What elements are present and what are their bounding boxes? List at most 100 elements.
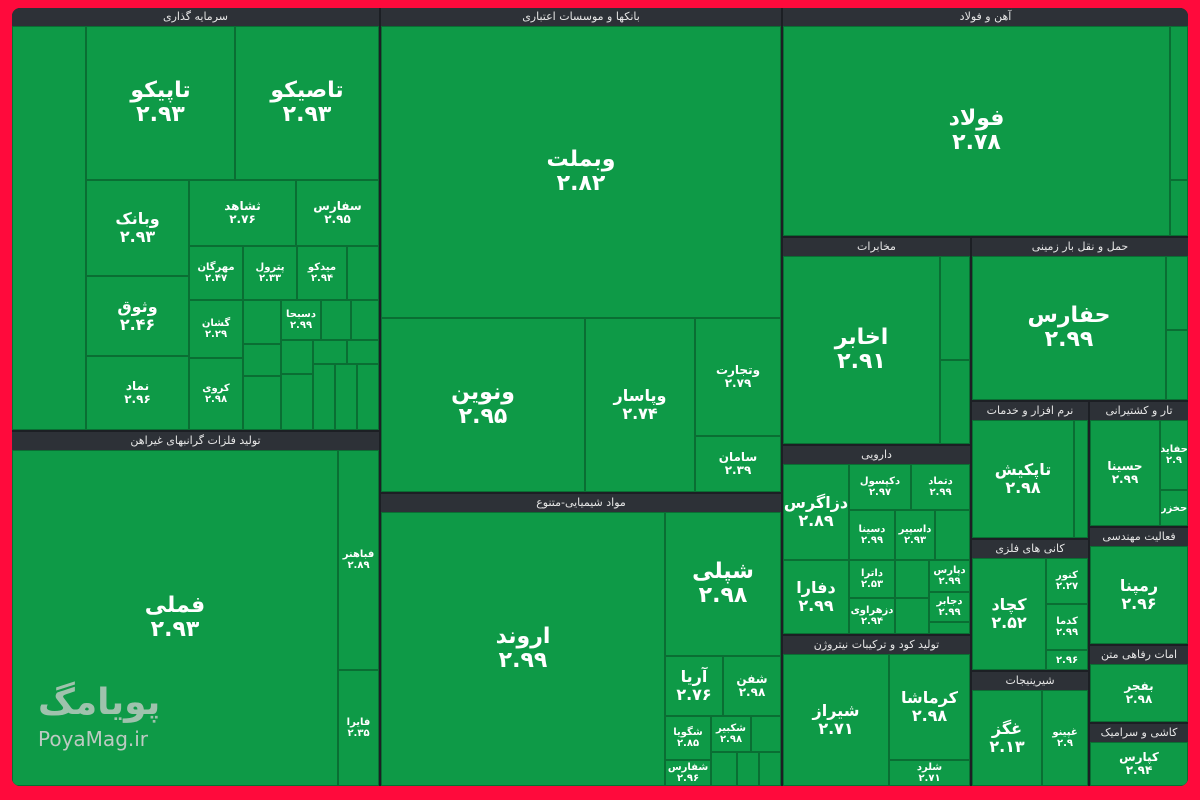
tile-blank[interactable] <box>321 300 351 340</box>
tile-dtara[interactable]: داترا ۲.۵۳ <box>849 560 895 598</box>
tile-arvand[interactable]: اروند ۲.۹۹ <box>381 512 665 786</box>
tile-drr[interactable]: دجابر ۲.۹۹ <box>929 592 970 622</box>
tile-taptkish[interactable]: تاپکیش ۲.۹۸ <box>972 420 1074 538</box>
tile-petrol[interactable]: پترول ۲.۳۳ <box>243 246 297 300</box>
tile-vabank[interactable]: وبانک ۲.۹۳ <box>86 180 189 276</box>
tile-dkapsol[interactable]: دکپسول ۲.۹۷ <box>849 464 911 510</box>
tile-shiraz[interactable]: شیراز ۲.۷۱ <box>783 654 889 786</box>
tile-blank[interactable] <box>1074 420 1088 538</box>
tile-vatejarat[interactable]: وتجارت ۲.۷۹ <box>695 318 781 436</box>
tile-value: ۲.۹۳ <box>150 617 200 642</box>
tile-name: داسپیر <box>898 524 932 535</box>
tile-kepars[interactable]: کپارس ۲.۹۴ <box>1090 742 1188 786</box>
tile-arya[interactable]: آریا ۲.۷۶ <box>665 656 723 716</box>
tile-blank[interactable] <box>347 246 379 300</box>
tile-blank[interactable] <box>281 374 313 430</box>
tile-blank[interactable] <box>313 364 335 430</box>
tile-shafars[interactable]: شفارس ۲.۹۶ <box>665 760 711 786</box>
tile-shegoya[interactable]: شگویا ۲.۸۵ <box>665 716 711 760</box>
tile-blank[interactable] <box>737 752 759 786</box>
tile-dezagros[interactable]: دزاگرس ۲.۸۹ <box>783 464 849 560</box>
tile-famali[interactable]: فملی ۲.۹۳ <box>12 450 338 786</box>
tile-gashan[interactable]: گشان ۲.۲۹ <box>189 300 243 358</box>
tile-name: اروند <box>495 623 551 649</box>
tile-blank[interactable] <box>895 598 929 634</box>
tile-shepli[interactable]: شپلی ۲.۹۸ <box>665 512 781 656</box>
tile-hafaid[interactable]: حفاید ۲.۹ <box>1160 420 1188 490</box>
tile-shelard[interactable]: شلرد ۲.۷۱ <box>889 760 970 786</box>
tile-kedma[interactable]: کدما ۲.۹۹ <box>1046 604 1088 650</box>
tile-blank[interactable] <box>1170 180 1188 236</box>
tile-name: شپلی <box>692 558 754 584</box>
tile-blank[interactable] <box>351 300 379 340</box>
tile-name: حفارس <box>1027 302 1111 328</box>
tile-saman[interactable]: سامان ۲.۳۹ <box>695 436 781 492</box>
tile-dasbha[interactable]: دسبحا ۲.۹۹ <box>281 300 321 340</box>
tile-vothuq[interactable]: وثوق ۲.۴۶ <box>86 276 189 356</box>
tile-vanovin[interactable]: ونوین ۲.۹۵ <box>381 318 585 492</box>
tile-hasina[interactable]: حسینا ۲.۹۹ <box>1090 420 1160 526</box>
tile-foolad[interactable]: فولاد ۲.۷۸ <box>783 26 1170 236</box>
tile-ghegaz[interactable]: غگز ۲.۱۳ <box>972 690 1042 786</box>
tile-blank[interactable] <box>751 716 781 752</box>
tile-kechad[interactable]: کچاد ۲.۵۲ <box>972 558 1046 670</box>
tile-vabmelat[interactable]: وبملت ۲.۸۲ <box>381 26 781 318</box>
tile-karvi[interactable]: کروی ۲.۹۸ <box>189 358 243 430</box>
tile-name: کرماشا <box>901 688 958 708</box>
tile-dzahravi[interactable]: دزهراوی ۲.۹۴ <box>849 598 895 634</box>
tile-tasiko[interactable]: تاصیکو ۲.۹۳ <box>235 26 379 180</box>
tile-mehrgan[interactable]: مهرگان ۲.۴۷ <box>189 246 243 300</box>
tile-blank[interactable] <box>935 510 970 560</box>
tile-blank[interactable] <box>711 752 737 786</box>
tile-value: ۲.۹۸ <box>911 706 948 725</box>
tile-kenor[interactable]: کنور ۲.۲۷ <box>1046 558 1088 604</box>
tile-dafara[interactable]: دفارا ۲.۹۹ <box>783 560 849 634</box>
tile-blank[interactable] <box>1166 330 1188 400</box>
tile-blank[interactable] <box>940 360 970 444</box>
tile-fabahonar[interactable]: فباهنر ۲.۸۹ <box>338 450 379 670</box>
tile-blank[interactable] <box>940 256 970 360</box>
tile-tapiko[interactable]: تاپیکو ۲.۹۳ <box>86 26 235 180</box>
tile-kmt[interactable]: ۲.۹۶ <box>1046 650 1088 670</box>
tile-namad[interactable]: نماد ۲.۹۶ <box>86 356 189 430</box>
tile-rampana[interactable]: رمپنا ۲.۹۶ <box>1090 546 1188 644</box>
tile-vapasar[interactable]: وپاسار ۲.۷۴ <box>585 318 695 492</box>
tile-tshahed[interactable]: ثشاهد ۲.۷۶ <box>189 180 296 246</box>
tile-blank[interactable] <box>243 376 281 430</box>
sector-engineering: فعالیت مهندسی رمپنا ۲.۹۶ <box>1090 528 1188 644</box>
tile-blank[interactable] <box>243 300 281 344</box>
tile-shafan[interactable]: شفن ۲.۹۸ <box>723 656 781 716</box>
tile-dapars[interactable]: دپارس ۲.۹۹ <box>929 560 970 592</box>
tile-hakhazar[interactable]: حخزر <box>1160 490 1188 526</box>
tile-blank[interactable] <box>759 752 781 786</box>
tile-dtamad[interactable]: دتماد ۲.۹۹ <box>911 464 970 510</box>
tile-bafajr[interactable]: بفجر ۲.۹۸ <box>1090 664 1188 722</box>
tile-daspir[interactable]: داسپیر ۲.۹۳ <box>895 510 935 560</box>
tile-blank[interactable] <box>243 344 281 376</box>
tile-midko[interactable]: میدکو ۲.۹۴ <box>297 246 347 300</box>
tile-value: ۲.۸۹ <box>347 560 370 571</box>
tile-blank[interactable] <box>357 364 379 430</box>
tile-blank[interactable] <box>335 364 357 430</box>
tile-blank[interactable] <box>895 560 929 598</box>
tile-shakbir[interactable]: شکبیر ۲.۹۸ <box>711 716 751 752</box>
tile-faira[interactable]: فایرا ۲.۳۵ <box>338 670 379 786</box>
tile-blank[interactable] <box>1170 26 1188 180</box>
tile-name: غپینو <box>1052 727 1078 738</box>
tile-akhaber[interactable]: اخابر ۲.۹۱ <box>783 256 940 444</box>
tile-ghpino[interactable]: غپینو ۲.۹ <box>1042 690 1088 786</box>
tile-kermasha[interactable]: کرماشا ۲.۹۸ <box>889 654 970 760</box>
tile-dsina[interactable]: دسینا ۲.۹۹ <box>849 510 895 560</box>
tile-blank[interactable] <box>347 340 379 364</box>
tile-blank[interactable] <box>929 622 970 634</box>
tile-blank[interactable] <box>12 26 86 430</box>
tile-blank[interactable] <box>1166 256 1188 330</box>
tile-blank[interactable] <box>313 340 347 364</box>
tile-value: ۲.۹۹ <box>860 535 884 546</box>
tile-sefars[interactable]: سفارس ۲.۹۵ <box>296 180 379 246</box>
tile-hafars[interactable]: حفارس ۲.۹۹ <box>972 256 1166 400</box>
tile-blank[interactable] <box>281 340 313 374</box>
sector-investment: سرمایه گذاری تاپیکو ۲.۹۳ تاصیکو ۲.۹۳ وبانک… <box>12 8 379 430</box>
tile-value: ۲.۹۸ <box>719 734 743 745</box>
sector-metals: تولید فلزات گرانبهای غیراهن فملی ۲.۹۳ فبا… <box>12 432 379 786</box>
